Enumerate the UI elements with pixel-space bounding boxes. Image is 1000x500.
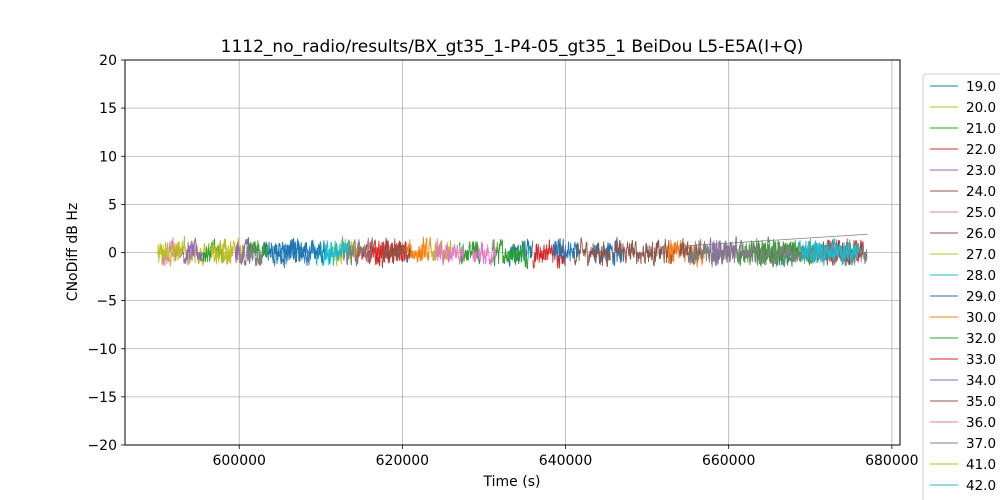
series-36.0	[434, 238, 464, 266]
x-axis-label: Time (s)	[483, 474, 541, 490]
y-tick-label: −15	[87, 390, 117, 406]
y-tick-label: −5	[96, 294, 117, 310]
series-line	[434, 238, 464, 266]
series-line	[801, 240, 860, 266]
legend-box	[922, 73, 1000, 500]
legend-label: 26.0	[966, 226, 996, 242]
series-45.0	[271, 239, 297, 269]
x-tick-label: 680000	[865, 453, 918, 469]
series-line	[614, 239, 648, 265]
legend-item: 33.0	[930, 352, 996, 368]
legend-label: 29.0	[966, 289, 996, 305]
legend-label: 22.0	[966, 142, 996, 158]
legend-item: 29.0	[930, 289, 996, 305]
legend-item: 24.0	[930, 184, 996, 200]
chart-title: 1112_no_radio/results/BX_gt35_1-P4-05_gt…	[221, 37, 804, 57]
legend-item: 35.0	[930, 394, 996, 410]
y-tick-label: 5	[108, 197, 117, 213]
legend-item: 21.0	[930, 121, 996, 137]
series-line	[381, 238, 411, 269]
legend-label: 30.0	[966, 310, 996, 326]
series-line	[242, 242, 265, 267]
trend-line	[687, 233, 868, 247]
y-axis-label: CNoDiff dB Hz	[65, 203, 81, 301]
legend-label: 27.0	[966, 247, 996, 263]
series-line	[573, 237, 611, 268]
y-tick-label: 15	[99, 101, 117, 117]
series-line	[271, 239, 297, 269]
series-line	[471, 239, 497, 266]
legend-label: 21.0	[966, 121, 996, 137]
series-line	[679, 237, 701, 266]
legend-item: 25.0	[930, 205, 996, 221]
legend-item: 22.0	[930, 142, 996, 158]
y-tick-label: −20	[87, 438, 117, 454]
series-line	[552, 237, 579, 265]
y-tick-label: 20	[99, 53, 117, 69]
legend-item: 42.0	[930, 478, 996, 494]
series-layer	[157, 233, 868, 270]
legend-label: 34.0	[966, 373, 996, 389]
legend-label: 32.0	[966, 331, 996, 347]
legend-item: 27.0	[930, 247, 996, 263]
series-line	[157, 241, 183, 267]
series-41.0	[157, 238, 232, 267]
series-line	[210, 238, 232, 265]
ticks: 600000 620000 640000 660000 680000 −20 −15 −10 −…	[87, 53, 918, 469]
legend: 19.0 20.0 21.0 22.0 23.0 24.0 25.0 26.0 27.0 28.0…	[922, 73, 1000, 500]
y-tick-label: 10	[99, 149, 117, 165]
legend-item: 37.0	[930, 436, 996, 452]
y-tick-label: −10	[87, 342, 117, 358]
series-line	[263, 238, 309, 265]
x-tick-label: 620000	[376, 453, 429, 469]
y-tick-label: 0	[108, 246, 117, 262]
x-tick-label: 600000	[212, 453, 265, 469]
series-42.0	[324, 238, 860, 267]
series-line	[181, 237, 203, 264]
legend-item: 41.0	[930, 457, 996, 473]
legend-item: 19.0	[930, 79, 996, 95]
legend-label: 33.0	[966, 352, 996, 368]
legend-label: 35.0	[966, 394, 996, 410]
legend-label: 28.0	[966, 268, 996, 284]
series-35.0	[381, 237, 701, 269]
legend-item: 28.0	[930, 268, 996, 284]
series-line	[324, 238, 350, 267]
series-line	[406, 236, 432, 263]
legend-label: 42.0	[966, 478, 996, 494]
x-tick-label: 640000	[539, 453, 592, 469]
legend-item: 32.0	[930, 331, 996, 347]
legend-item: 23.0	[930, 163, 996, 179]
legend-label: 41.0	[966, 457, 996, 473]
legend-label: 23.0	[966, 163, 996, 179]
legend-item: 26.0	[930, 226, 996, 242]
series-29.0	[291, 237, 579, 266]
legend-label: 20.0	[966, 100, 996, 116]
legend-item: 20.0	[930, 100, 996, 116]
series-24.0	[573, 237, 677, 268]
legend-label: 25.0	[966, 205, 996, 221]
legend-item: 36.0	[930, 415, 996, 431]
series-line	[491, 238, 530, 270]
series-line	[646, 238, 677, 267]
legend-label: 24.0	[966, 184, 996, 200]
legend-label: 37.0	[966, 436, 996, 452]
legend-item: 34.0	[930, 373, 996, 389]
series-line	[291, 237, 326, 266]
legend-item: 30.0	[930, 310, 996, 326]
legend-label: 36.0	[966, 415, 996, 431]
x-tick-label: 660000	[702, 453, 755, 469]
legend-label: 19.0	[966, 79, 996, 95]
